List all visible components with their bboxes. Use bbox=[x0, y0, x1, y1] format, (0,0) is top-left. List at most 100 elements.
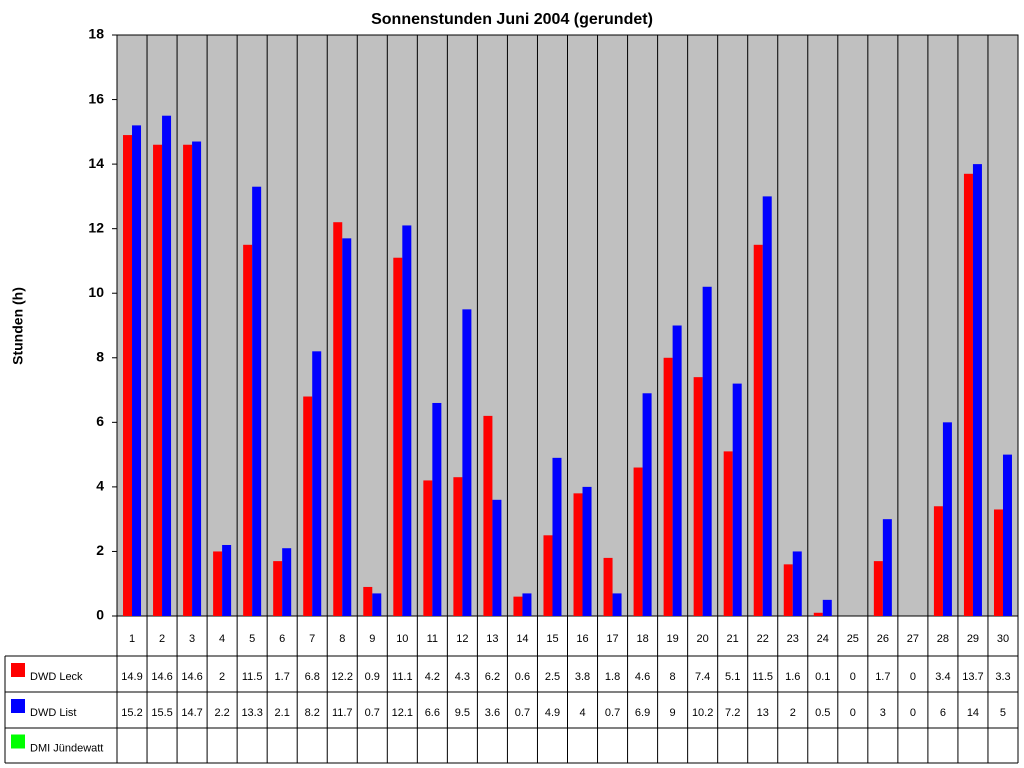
x-tick-label: 15 bbox=[546, 633, 558, 645]
bar bbox=[813, 612, 823, 616]
table-cell: 0 bbox=[850, 707, 856, 719]
bar bbox=[723, 451, 733, 616]
bar bbox=[942, 422, 952, 616]
bar bbox=[123, 135, 133, 617]
bar bbox=[273, 561, 283, 616]
bar bbox=[972, 164, 982, 616]
table-cell: 14.6 bbox=[151, 671, 172, 683]
bar bbox=[612, 593, 622, 616]
table-cell: 0.1 bbox=[815, 671, 830, 683]
bar bbox=[963, 173, 973, 617]
table-cell: 8 bbox=[670, 671, 676, 683]
table-cell: 9.5 bbox=[455, 707, 470, 719]
table-cell: 4.6 bbox=[635, 671, 650, 683]
y-tick-label: 8 bbox=[96, 348, 104, 364]
bar bbox=[183, 144, 193, 616]
table-cell: 3.3 bbox=[995, 671, 1010, 683]
table-cell: 6.2 bbox=[485, 671, 500, 683]
bar bbox=[822, 599, 832, 616]
table-cell: 2 bbox=[790, 707, 796, 719]
bar bbox=[333, 222, 343, 616]
table-cell: 6 bbox=[940, 707, 946, 719]
table-cell: 7.2 bbox=[725, 707, 740, 719]
bar bbox=[372, 593, 382, 616]
table-cell: 10.2 bbox=[692, 707, 713, 719]
table-cell: 2.5 bbox=[545, 671, 560, 683]
table-cell: 6.6 bbox=[425, 707, 440, 719]
bar bbox=[402, 225, 412, 616]
table-cell: 0.5 bbox=[815, 707, 830, 719]
legend-key bbox=[11, 699, 25, 713]
table-cell: 0 bbox=[910, 707, 916, 719]
bar bbox=[582, 486, 592, 616]
y-tick-label: 18 bbox=[88, 26, 104, 42]
table-cell: 1.7 bbox=[875, 671, 890, 683]
table-cell: 0.9 bbox=[365, 671, 380, 683]
bar bbox=[552, 457, 562, 616]
legend-label: DMI Jündewatt bbox=[30, 742, 103, 754]
table-cell: 3.8 bbox=[575, 671, 590, 683]
table-cell: 13 bbox=[757, 707, 769, 719]
bar bbox=[363, 586, 373, 616]
x-tick-label: 24 bbox=[817, 633, 829, 645]
table-cell: 2.1 bbox=[275, 707, 290, 719]
x-tick-label: 16 bbox=[576, 633, 588, 645]
y-tick-label: 12 bbox=[88, 219, 104, 235]
y-tick-label: 10 bbox=[88, 284, 104, 300]
bar bbox=[222, 544, 232, 616]
bar bbox=[762, 196, 772, 616]
table-cell: 4.2 bbox=[425, 671, 440, 683]
x-tick-label: 27 bbox=[907, 633, 919, 645]
bar bbox=[933, 506, 943, 616]
x-tick-label: 5 bbox=[249, 633, 255, 645]
table-cell: 11.5 bbox=[242, 671, 263, 683]
bar bbox=[492, 499, 502, 616]
table-cell: 12.1 bbox=[392, 707, 413, 719]
legend-key bbox=[11, 663, 25, 677]
bar bbox=[252, 186, 262, 616]
table-cell: 0.6 bbox=[515, 671, 530, 683]
table-cell: 11.1 bbox=[392, 671, 413, 683]
x-tick-label: 23 bbox=[787, 633, 799, 645]
table-cell: 0 bbox=[910, 671, 916, 683]
table-cell: 0.7 bbox=[605, 707, 620, 719]
bar bbox=[993, 509, 1003, 616]
bar bbox=[693, 377, 703, 616]
bar bbox=[303, 396, 313, 616]
table-cell: 1.8 bbox=[605, 671, 620, 683]
x-tick-label: 22 bbox=[757, 633, 769, 645]
table-cell: 8.2 bbox=[305, 707, 320, 719]
x-tick-label: 6 bbox=[279, 633, 285, 645]
x-tick-label: 7 bbox=[309, 633, 315, 645]
table-cell: 3.6 bbox=[485, 707, 500, 719]
y-tick-label: 6 bbox=[96, 413, 104, 429]
table-cell: 14 bbox=[967, 707, 979, 719]
bar bbox=[672, 325, 682, 616]
x-tick-label: 30 bbox=[997, 633, 1009, 645]
y-tick-label: 0 bbox=[96, 607, 104, 623]
bar bbox=[453, 477, 463, 616]
bar bbox=[513, 596, 523, 616]
bar bbox=[282, 548, 292, 616]
bar bbox=[663, 357, 673, 616]
x-tick-label: 26 bbox=[877, 633, 889, 645]
table-cell: 14.6 bbox=[181, 671, 202, 683]
x-tick-label: 19 bbox=[666, 633, 678, 645]
bar bbox=[642, 393, 652, 616]
legend-label: DWD List bbox=[30, 707, 76, 719]
x-tick-label: 21 bbox=[727, 633, 739, 645]
table-cell: 3.4 bbox=[935, 671, 950, 683]
table-cell: 11.5 bbox=[752, 671, 773, 683]
table-cell: 4.3 bbox=[455, 671, 470, 683]
x-tick-label: 20 bbox=[697, 633, 709, 645]
table-cell: 14.9 bbox=[121, 671, 142, 683]
table-cell: 4 bbox=[579, 707, 585, 719]
table-cell: 2.2 bbox=[214, 707, 229, 719]
x-tick-label: 18 bbox=[636, 633, 648, 645]
table-cell: 1.7 bbox=[275, 671, 290, 683]
x-tick-label: 10 bbox=[396, 633, 408, 645]
legend-label: DWD Leck bbox=[30, 671, 83, 683]
table-cell: 6.9 bbox=[635, 707, 650, 719]
bar bbox=[393, 257, 403, 616]
chart-title: Sonnenstunden Juni 2004 (gerundet) bbox=[371, 11, 653, 28]
